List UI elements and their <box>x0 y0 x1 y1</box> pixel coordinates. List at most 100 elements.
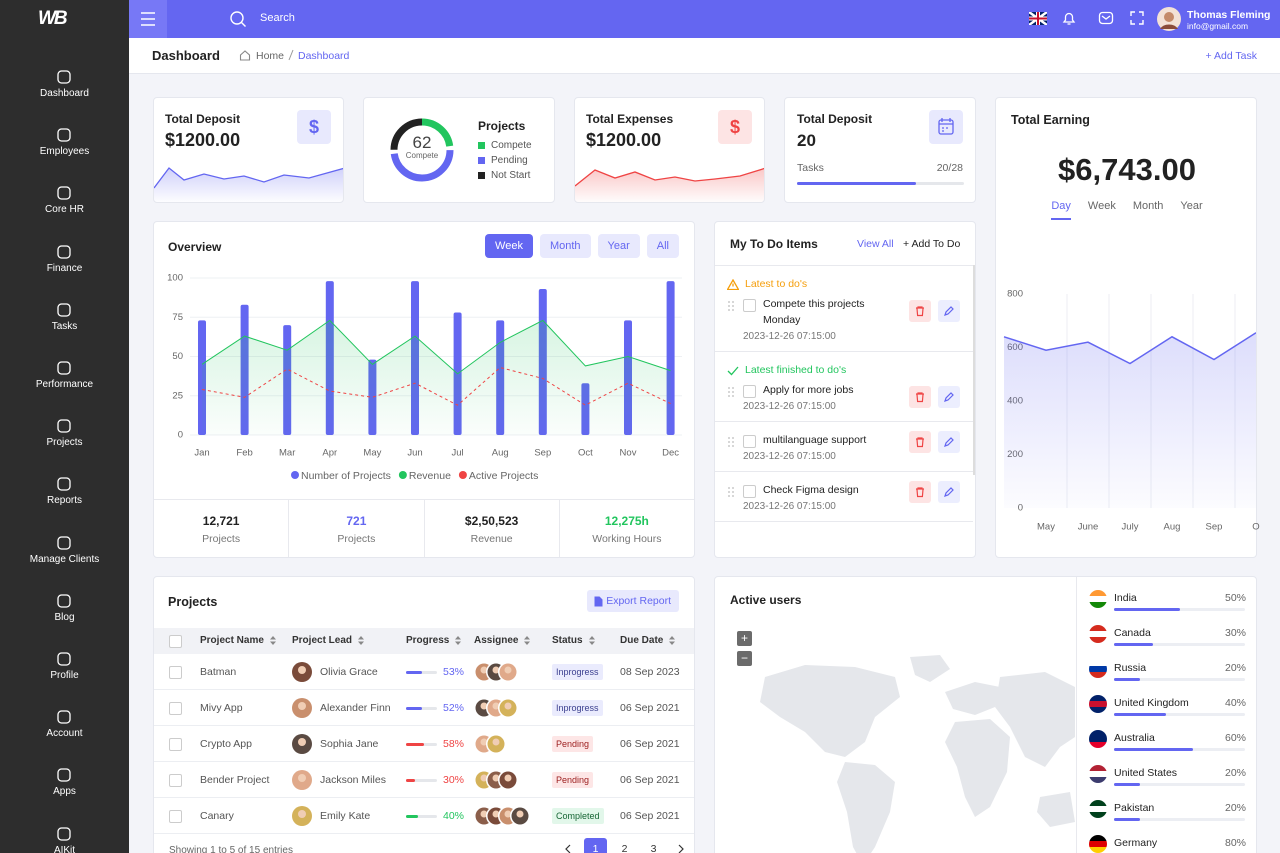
fullscreen-icon[interactable] <box>1129 10 1145 26</box>
legend-label: Not Start <box>491 170 531 181</box>
card-title: Projects <box>478 119 526 133</box>
add-todo-button[interactable]: + Add To Do <box>903 238 961 250</box>
overview-tab[interactable]: All <box>646 234 679 258</box>
donut-caption: Compete <box>405 151 439 160</box>
country-percent: 20% <box>1224 767 1246 779</box>
nav-item[interactable]: Projects <box>46 437 83 449</box>
row-checkbox[interactable] <box>169 810 182 823</box>
country-bar <box>1114 678 1141 681</box>
column-header[interactable]: Progress <box>406 635 462 646</box>
nav-icon <box>57 594 71 608</box>
view-all-link[interactable]: View All <box>857 238 894 250</box>
progress-label: 58% <box>443 738 465 750</box>
zoom-in[interactable]: + <box>737 631 752 646</box>
earning-tab[interactable]: Year <box>1180 200 1203 212</box>
earning-tab[interactable]: Day <box>1051 200 1071 220</box>
nav-item[interactable]: Performance <box>35 379 94 390</box>
todo-item: multilanguage support 2023-12-26 07:15:00 <box>715 422 973 472</box>
card-title: Total Expenses <box>586 112 674 126</box>
country-percent: 80% <box>1224 837 1246 849</box>
menu-button[interactable] <box>129 0 167 38</box>
mail-icon[interactable] <box>1098 10 1114 26</box>
stat-label: Working Hours <box>592 533 662 545</box>
notification-icon[interactable] <box>1061 10 1077 26</box>
delete-button[interactable] <box>909 431 931 453</box>
project-lead: Emily Kate <box>320 810 371 822</box>
avatar-head <box>504 774 512 782</box>
country-bar <box>1114 818 1141 821</box>
nav-item[interactable]: Manage Clients <box>29 553 100 565</box>
nav-icon-shape <box>57 594 71 608</box>
earning-tab[interactable]: Month <box>1132 200 1164 212</box>
page-button[interactable]: 3 <box>650 843 657 853</box>
nav-item[interactable]: Finance <box>46 262 83 274</box>
nav-item[interactable]: AIKit <box>53 844 76 853</box>
nav-icon-shape <box>57 419 71 433</box>
nav-item[interactable]: Apps <box>53 786 76 798</box>
earning-tab[interactable]: Week <box>1087 200 1116 212</box>
page-arrow[interactable] <box>671 838 690 853</box>
language-flag[interactable] <box>1029 12 1047 25</box>
row-checkbox[interactable] <box>169 738 182 751</box>
progress-track <box>406 779 437 782</box>
avatar-head <box>298 738 306 746</box>
column-header[interactable]: Status <box>552 635 595 646</box>
todo-heading: Latest finished to do's <box>727 364 961 376</box>
overview-tab[interactable]: Year <box>597 234 640 258</box>
nav-item[interactable]: Dashboard <box>40 88 89 99</box>
edit-button[interactable] <box>938 386 960 408</box>
page-arrow[interactable] <box>559 838 578 853</box>
add-task-button[interactable]: + Add Task <box>1205 50 1257 62</box>
overview-tab[interactable]: Week <box>485 234 533 258</box>
nav-icon <box>57 826 71 841</box>
edit-button[interactable] <box>938 300 960 322</box>
country-name: Russia <box>1114 662 1147 674</box>
nav-item[interactable]: Core HR <box>45 204 84 216</box>
nav-item[interactable]: Employees <box>39 146 90 158</box>
country-flag <box>1089 800 1107 818</box>
donut-value: 62 <box>412 133 432 152</box>
todo-checkbox[interactable] <box>743 435 756 448</box>
country-name: Germany <box>1114 837 1158 849</box>
nav-item[interactable]: Tasks <box>51 320 78 332</box>
todo-checkbox[interactable] <box>743 299 756 312</box>
delete-button[interactable] <box>909 386 931 408</box>
delete-button[interactable] <box>909 481 931 503</box>
column-header[interactable]: Assignee <box>474 635 531 646</box>
column-header[interactable]: Due Date <box>620 635 676 646</box>
row-checkbox[interactable] <box>169 666 182 679</box>
icon-shape <box>916 487 924 498</box>
row-checkbox[interactable] <box>169 774 182 787</box>
nav-item[interactable]: Account <box>46 728 83 740</box>
due-date: 08 Sep 2023 <box>620 666 680 678</box>
user-name: Thomas Fleming <box>1187 9 1271 21</box>
progress-label: 52% <box>443 702 465 714</box>
flag-stripe <box>1089 771 1107 777</box>
page-button[interactable]: 2 <box>621 843 628 853</box>
country-percent: 40% <box>1224 697 1246 709</box>
breadcrumb-home[interactable]: Home <box>256 50 285 62</box>
export-button[interactable]: Export Report <box>587 590 679 612</box>
flag-stripe <box>1089 800 1107 806</box>
zoom-out[interactable]: − <box>737 651 752 666</box>
column-header[interactable]: Project Name <box>200 635 276 646</box>
icon-shape <box>944 306 954 316</box>
row-checkbox[interactable] <box>169 702 182 715</box>
delete-button[interactable] <box>909 300 931 322</box>
edit-button[interactable] <box>938 431 960 453</box>
page-button[interactable]: 1 <box>584 838 607 853</box>
column-header[interactable]: Project Lead <box>292 635 365 646</box>
header-checkbox[interactable] <box>169 635 182 648</box>
todo-checkbox[interactable] <box>743 385 756 398</box>
search-input[interactable]: Search <box>260 12 295 24</box>
nav-item[interactable]: Profile <box>50 670 79 681</box>
avatar-head <box>298 774 306 782</box>
todo-checkbox[interactable] <box>743 485 756 498</box>
nav-item[interactable]: Blog <box>54 611 75 623</box>
overview-tab[interactable]: Month <box>539 234 591 258</box>
nav-item[interactable]: Reports <box>46 495 82 507</box>
todo-heading-text: Latest finished to do's <box>745 364 847 376</box>
edit-button[interactable] <box>938 481 960 503</box>
user-avatar[interactable] <box>1157 7 1181 31</box>
flag-stripe <box>1089 672 1107 678</box>
